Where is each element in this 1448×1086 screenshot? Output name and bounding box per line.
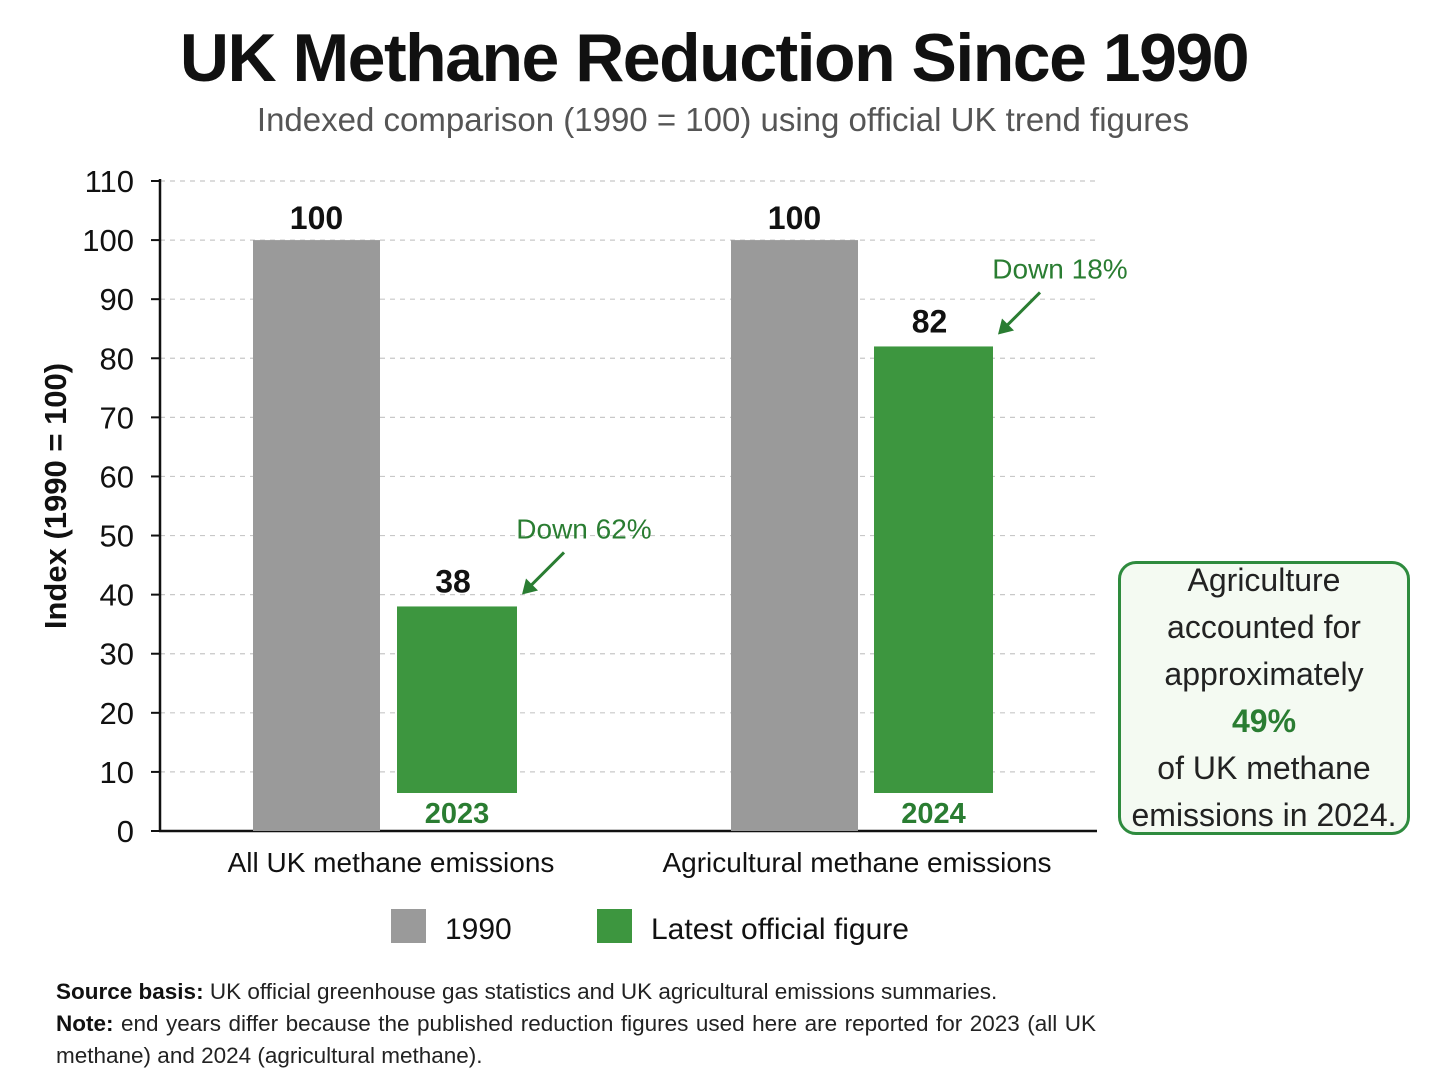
chart-subtitle: Indexed comparison (1990 = 100) using of… <box>256 101 1190 138</box>
y-tick-label: 50 <box>100 519 134 554</box>
x-category-label: All UK methane emissions <box>228 847 555 878</box>
callout-line-5: emissions in 2024. <box>1131 797 1397 833</box>
note-text: end years differ because the published r… <box>56 1011 1096 1068</box>
y-tick-label: 100 <box>82 223 134 258</box>
annotation-label: Down 62% <box>516 513 651 544</box>
note-label: Note: <box>56 1011 114 1036</box>
y-tick-label: 0 <box>117 814 134 849</box>
end-year-note: Note: end years differ because the publi… <box>56 1008 1096 1072</box>
bar-latest <box>874 346 993 793</box>
annotation-arrow-head <box>522 578 538 595</box>
bar-1990 <box>253 240 380 831</box>
bar-latest-value-label: 38 <box>435 563 471 599</box>
callout-line-2: accounted for <box>1167 609 1361 645</box>
legend-label-latest: Latest official figure <box>651 913 909 946</box>
y-tick-label: 40 <box>100 578 134 613</box>
chart-title: UK Methane Reduction Since 1990 <box>179 20 1250 96</box>
y-tick-label: 80 <box>100 341 134 376</box>
bar-year-label: 2024 <box>901 798 966 830</box>
bar-1990-value-label: 100 <box>290 200 343 236</box>
y-tick-label: 70 <box>100 400 134 435</box>
bar-year-label: 2023 <box>425 798 490 830</box>
y-tick-label: 60 <box>100 459 134 494</box>
callout-text: Agriculture accounted for approximately … <box>1131 557 1397 839</box>
y-tick-label: 30 <box>100 637 134 672</box>
x-category-label: Agricultural methane emissions <box>662 847 1051 878</box>
annotation-arrow-head <box>998 318 1014 335</box>
callout-line-3-prefix: approximately <box>1164 656 1364 692</box>
y-tick-label: 10 <box>100 755 134 790</box>
annotation-label: Down 18% <box>992 253 1127 284</box>
callout-line-4: of UK methane <box>1157 750 1371 786</box>
source-note: Source basis: UK official greenhouse gas… <box>56 976 1096 1008</box>
y-tick-label: 110 <box>85 164 134 199</box>
y-tick-label: 90 <box>100 282 134 317</box>
legend-label-1990: 1990 <box>445 913 512 946</box>
bar-latest-value-label: 82 <box>912 303 948 339</box>
bar-1990 <box>731 240 858 831</box>
y-tick-label: 20 <box>100 696 134 731</box>
y-axis-title: Index (1990 = 100) <box>38 363 73 629</box>
bar-latest <box>397 606 517 793</box>
callout-percentage: 49% <box>1231 703 1297 739</box>
annotation-arrow-line <box>528 551 566 588</box>
source-label: Source basis: <box>56 979 204 1004</box>
annotation-arrow-line <box>1004 291 1042 328</box>
agriculture-share-callout: Agriculture accounted for approximately … <box>1118 561 1410 835</box>
legend-swatch-latest <box>597 909 632 943</box>
legend-swatch-1990 <box>391 909 426 943</box>
source-text: UK official greenhouse gas statistics an… <box>209 979 998 1004</box>
callout-line-1: Agriculture <box>1187 562 1341 598</box>
footer-notes: Source basis: UK official greenhouse gas… <box>56 976 1096 1072</box>
bar-1990-value-label: 100 <box>768 200 821 236</box>
